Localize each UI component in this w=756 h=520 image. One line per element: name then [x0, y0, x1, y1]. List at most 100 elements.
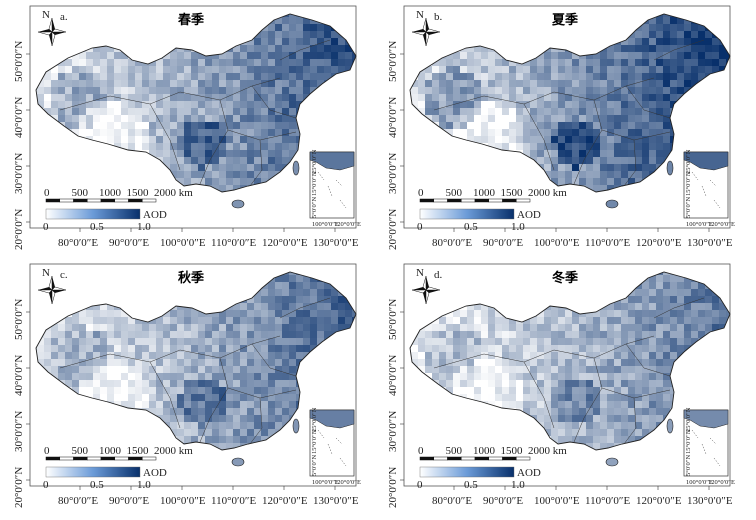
aod-cell — [107, 359, 114, 366]
south-china-sea-inset: 25°0′0″N15°0′0″N5°0′0″N100°0′0″E120°0′0″… — [683, 149, 735, 228]
aod-cell — [275, 52, 282, 59]
aod-cell — [621, 303, 628, 310]
aod-cell — [593, 122, 600, 129]
aod-cell — [558, 317, 565, 324]
aod-cell — [558, 150, 565, 157]
aod-cell — [425, 108, 432, 115]
aod-cell — [488, 345, 495, 352]
aod-cell — [656, 136, 663, 143]
aod-cell — [310, 324, 317, 331]
scale-tick: 1000 — [99, 187, 122, 199]
aod-cell — [684, 59, 691, 66]
aod-cell — [544, 73, 551, 80]
aod-cell — [488, 366, 495, 373]
aod-cell — [142, 345, 149, 352]
aod-cell — [551, 122, 558, 129]
aod-cell — [121, 73, 128, 80]
aod-cell — [170, 73, 177, 80]
aod-cell — [240, 94, 247, 101]
aod-cell — [170, 331, 177, 338]
aod-cell — [453, 122, 460, 129]
aod-cell — [212, 359, 219, 366]
aod-cell — [600, 436, 607, 443]
aod-cell — [579, 345, 586, 352]
aod-cell — [551, 101, 558, 108]
aod-cell — [642, 59, 649, 66]
aod-cell — [677, 66, 684, 73]
province-boundaries — [433, 39, 705, 187]
aod-cell — [418, 73, 425, 80]
aod-cell — [331, 310, 338, 317]
aod-cell — [282, 17, 289, 24]
aod-cell — [579, 171, 586, 178]
aod-cell — [352, 310, 356, 317]
lon-tick: 90°0′0″E — [109, 237, 149, 249]
aod-cell — [425, 87, 432, 94]
aod-cell — [72, 108, 79, 115]
aod-cell — [677, 31, 684, 38]
aod-cell — [635, 129, 642, 136]
aod-cell — [310, 317, 317, 324]
aod-cell — [247, 380, 254, 387]
aod-cell — [324, 317, 331, 324]
aod-cell — [247, 59, 254, 66]
aod-cell — [261, 143, 268, 150]
aod-cell — [184, 366, 191, 373]
aod-cell — [233, 59, 240, 66]
aod-cell — [663, 17, 670, 24]
aod-cell — [296, 38, 303, 45]
aod-cell — [247, 296, 254, 303]
aod-cell — [565, 115, 572, 122]
aod-cell — [488, 387, 495, 394]
aod-cell — [558, 415, 565, 422]
aod-cell — [495, 101, 502, 108]
aod-cell — [149, 87, 156, 94]
aod-cell — [128, 115, 135, 122]
aod-cell — [628, 345, 635, 352]
aod-cell — [338, 303, 345, 310]
aod-cell — [121, 94, 128, 101]
aod-cell — [282, 52, 289, 59]
aod-cell — [93, 122, 100, 129]
aod-cell — [474, 108, 481, 115]
aod-cell — [628, 115, 635, 122]
aod-cell — [593, 115, 600, 122]
aod-cell — [432, 338, 439, 345]
aod-cell — [544, 129, 551, 136]
aod-cell — [460, 380, 467, 387]
aod-cell — [586, 338, 593, 345]
aod-cell — [635, 115, 642, 122]
aod-cell — [495, 94, 502, 101]
aod-cell — [331, 303, 338, 310]
aod-cell — [114, 80, 121, 87]
aod-cell — [121, 373, 128, 380]
aod-cell — [551, 136, 558, 143]
aod-cell — [219, 80, 226, 87]
lon-tick: 90°0′0″E — [483, 237, 523, 249]
aod-cell — [247, 373, 254, 380]
aod-cell — [642, 157, 649, 164]
aod-cell — [628, 87, 635, 94]
aod-cell — [177, 401, 184, 408]
aod-cell — [614, 94, 621, 101]
aod-cell — [163, 331, 170, 338]
aod-cell — [289, 73, 296, 80]
lat-tick: 30°0′0″N — [13, 411, 25, 452]
aod-cell — [226, 94, 233, 101]
aod-cell — [551, 66, 558, 73]
aod-cell — [205, 317, 212, 324]
aod-cell — [523, 73, 530, 80]
aod-cell — [58, 115, 65, 122]
aod-cell — [310, 289, 317, 296]
aod-cell — [163, 87, 170, 94]
aod-cell — [467, 108, 474, 115]
north-label: N — [42, 267, 50, 279]
aod-cell — [198, 380, 205, 387]
aod-cell — [247, 150, 254, 157]
aod-cell — [114, 366, 121, 373]
aod-cell — [558, 73, 565, 80]
aod-cell — [128, 345, 135, 352]
aod-cell — [219, 338, 226, 345]
aod-cell — [72, 331, 79, 338]
aod-cell — [544, 331, 551, 338]
